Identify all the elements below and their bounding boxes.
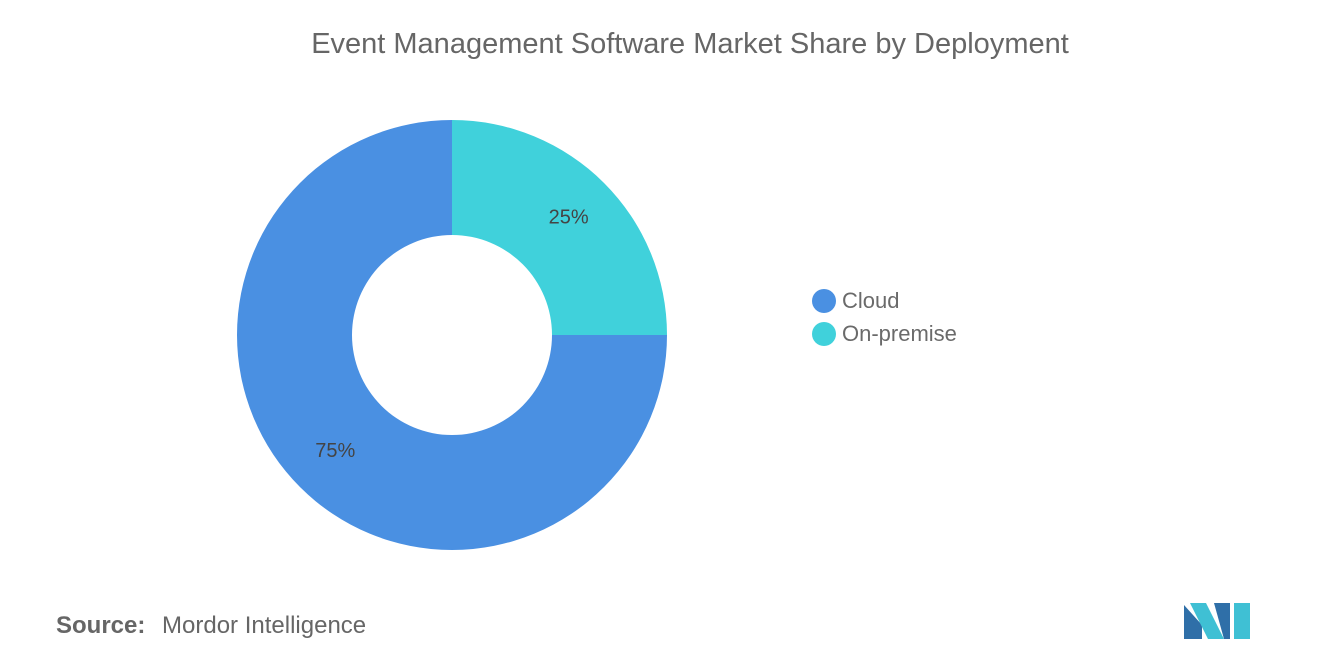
chart-title: Event Management Software Market Share b…	[311, 28, 1069, 60]
legend-item-cloud: Cloud	[812, 284, 957, 317]
source-text: Mordor Intelligence	[162, 612, 367, 639]
legend-swatch	[812, 321, 836, 346]
legend-label: Cloud	[842, 287, 900, 313]
source-note: Source: Mordor Intelligence	[56, 612, 366, 640]
legend-label: On-premise	[842, 320, 957, 346]
legend-swatch	[812, 288, 836, 313]
legend-item-on-premise: On-premise	[812, 317, 957, 350]
source-label: Source:	[56, 612, 146, 639]
mordor-intelligence-logo-icon	[1184, 603, 1250, 644]
slice-label-cloud: 75%	[315, 440, 355, 462]
slice-label-on-premise: 25%	[549, 207, 589, 229]
donut-slice-on-premise	[452, 120, 667, 335]
donut-slice-cloud	[237, 120, 667, 550]
chart-legend: Cloud On-premise	[812, 284, 957, 350]
